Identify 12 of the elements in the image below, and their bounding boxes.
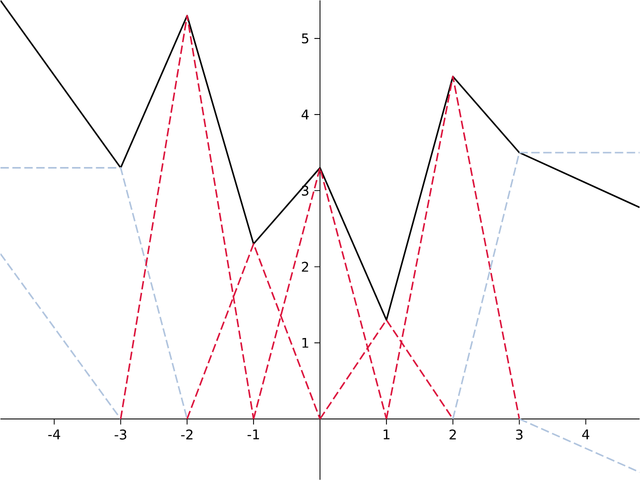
- x-tick-label: -4: [48, 429, 60, 440]
- x-tick-label: -1: [248, 429, 259, 440]
- y-tick-label: 1: [302, 338, 308, 348]
- x-tick-label: -2: [181, 429, 192, 440]
- x-tick-label: -3: [114, 429, 126, 440]
- y-tick-label: 2: [302, 262, 308, 272]
- x-tick-label: 4: [582, 429, 590, 440]
- y-tick-label: 5: [302, 33, 308, 44]
- x-tick-label: 3: [516, 429, 522, 440]
- x-tick-label: 1: [384, 429, 390, 440]
- x-tick-label: 2: [450, 429, 456, 440]
- y-tick-label: 4: [302, 110, 309, 120]
